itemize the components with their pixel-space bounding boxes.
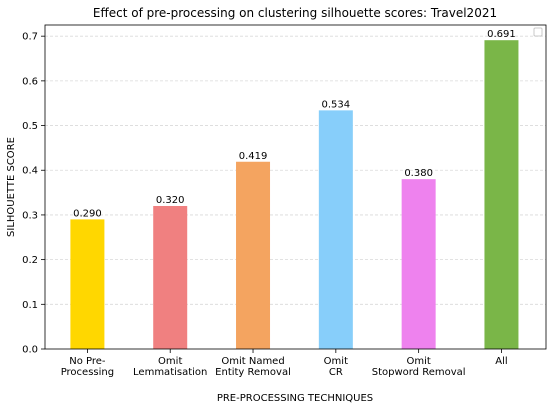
bar [153,206,187,349]
y-tick-label: 0.2 [22,255,38,266]
x-tick-label: Omit [324,356,348,367]
y-axis-ticks: 0.0 0.1 0.2 0.3 0.4 0.5 0.6 0.7 [22,32,45,356]
x-axis-label: PRE-PROCESSING TECHNIQUES [217,393,373,404]
x-tick-label: No Pre- [69,356,106,367]
bar-value-label: 0.691 [487,29,516,40]
y-tick-label: 0.7 [22,32,38,43]
x-tick-label: Omit [406,356,430,367]
bar-value-label: 0.534 [322,99,351,110]
x-tick-label: All [495,356,507,367]
x-tick-label: Omit [158,356,182,367]
x-tick-label: Lemmatisation [133,367,207,378]
bar-value-label: 0.290 [73,208,102,219]
y-axis-label: SILHOUETTE SCORE [6,137,17,237]
bar-value-label: 0.380 [404,168,433,179]
y-tick-label: 0.6 [22,76,38,87]
bar [70,219,104,349]
x-tick-label: Processing [61,367,114,378]
bar-value-label: 0.419 [239,151,268,162]
y-tick-label: 0.1 [22,300,38,311]
legend-box [534,28,542,36]
bar [236,162,270,349]
chart-title: Effect of pre-processing on clustering s… [93,6,497,20]
y-tick-label: 0.3 [22,210,38,221]
y-tick-label: 0.5 [22,121,38,132]
y-tick-label: 0.4 [22,166,38,177]
bar-value-label: 0.320 [156,195,185,206]
y-tick-label: 0.0 [22,345,38,356]
bars [70,40,518,349]
plot-frame [45,25,546,349]
bar [319,110,353,349]
x-tick-label: Stopword Removal [372,367,466,378]
grid-lines [45,36,546,304]
x-tick-label: Omit Named [221,356,284,367]
bar [484,40,518,349]
data-labels: 0.290 0.320 0.419 0.534 0.380 0.691 [73,29,516,219]
x-tick-label: CR [329,367,343,378]
bar [402,179,436,349]
x-tick-label: Entity Removal [215,367,291,378]
